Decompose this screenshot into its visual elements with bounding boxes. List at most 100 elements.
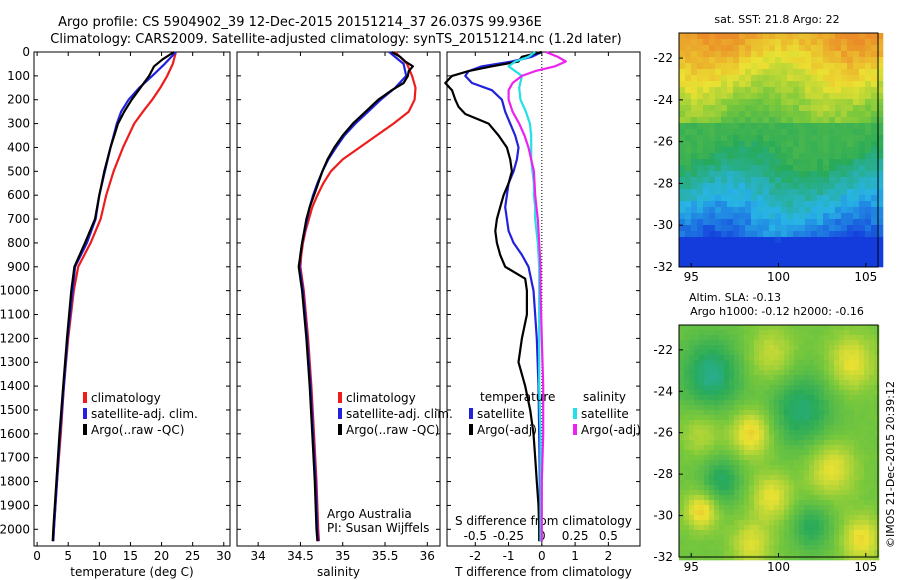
sla_map-cell	[764, 395, 770, 401]
sla_map-cell	[709, 445, 715, 451]
sst_map-cell	[811, 117, 818, 124]
sst_map-cell	[871, 39, 878, 46]
sla_map-cell	[834, 340, 840, 346]
sst_map-cell	[763, 195, 770, 202]
sla_map-cell	[714, 390, 720, 396]
sst_map-cell	[841, 45, 848, 52]
sst_map-cell	[781, 249, 788, 256]
sst_map-cell	[817, 159, 824, 166]
sla_map-cell	[679, 325, 685, 331]
sla_map-cell	[719, 545, 725, 551]
sst_map-cell	[823, 51, 830, 58]
sla_map-cell	[724, 400, 730, 406]
sst_map-cell	[829, 183, 836, 190]
sla_map-cell	[709, 360, 715, 366]
sla_map-cell	[874, 390, 880, 396]
sst_map-cell	[877, 81, 884, 88]
sla_map-cell	[814, 535, 820, 541]
sla_map-cell	[774, 555, 780, 561]
sla_map-cell	[809, 380, 815, 386]
sla_map-cell	[714, 405, 720, 411]
sst_map-cell	[733, 111, 740, 118]
sla_map-cell	[824, 550, 830, 556]
sla_map-cell	[704, 480, 710, 486]
sla_map-cell	[869, 425, 875, 431]
sla_map-cell	[794, 365, 800, 371]
sla_map-cell	[729, 535, 735, 541]
sla_map-cell	[854, 535, 860, 541]
sst_map-cell	[823, 141, 830, 148]
sla_map-cell	[834, 400, 840, 406]
sst_map-cell	[709, 243, 716, 250]
sla_map-cell	[829, 430, 835, 436]
sla_map-cell	[844, 460, 850, 466]
sst_map-cell	[805, 189, 812, 196]
sst_map-cell	[709, 69, 716, 76]
sst_map-cell	[853, 189, 860, 196]
sla_map-cell	[729, 550, 735, 556]
sla_map-cell	[824, 420, 830, 426]
sla_map-cell	[814, 410, 820, 416]
sla_map-cell	[789, 375, 795, 381]
sla_map-cell	[754, 535, 760, 541]
sst_map-cell	[859, 195, 866, 202]
sla_map-cell	[819, 495, 825, 501]
sla_map-cell	[789, 530, 795, 536]
sla_map-cell	[789, 385, 795, 391]
sla_map-cell	[839, 430, 845, 436]
sla_map-cell	[794, 495, 800, 501]
sst_map-cell	[751, 165, 758, 172]
sla_map-cell	[734, 425, 740, 431]
sst_map-cell	[685, 183, 692, 190]
sla_map-cell	[704, 435, 710, 441]
sla_map-cell	[724, 420, 730, 426]
sla-map-subtitle: Argo h1000: -0.12 h2000: -0.16	[690, 305, 864, 318]
sst_map-cell	[859, 243, 866, 250]
sst_map-cell	[739, 153, 746, 160]
sla_map-cell	[704, 550, 710, 556]
sla_map-cell	[769, 465, 775, 471]
sla_map-ytick-label: -30	[653, 509, 673, 523]
sst_map-cell	[739, 51, 746, 58]
sla_map-cell	[859, 340, 865, 346]
sla_map-cell	[844, 440, 850, 446]
sla_map-cell	[824, 400, 830, 406]
sla_map-cell	[754, 510, 760, 516]
sla_map-cell	[699, 390, 705, 396]
temperature-xlabel: temperature (deg C)	[70, 565, 193, 579]
sla_map-cell	[869, 440, 875, 446]
sla_map-cell	[764, 440, 770, 446]
sla_map-cell	[719, 415, 725, 421]
sst_map-cell	[859, 117, 866, 124]
sla_map-cell	[854, 350, 860, 356]
figure-title-line1: Argo profile: CS 5904902_39 12-Dec-2015 …	[58, 15, 542, 30]
sla_map-cell	[824, 485, 830, 491]
sst_map-cell	[709, 111, 716, 118]
sla_map-cell	[844, 330, 850, 336]
sst_map-cell	[751, 207, 758, 214]
temperature-ytick-label: 600	[7, 188, 30, 202]
sla_map-cell	[744, 540, 750, 546]
sst_map-cell	[823, 39, 830, 46]
sla_map-cell	[794, 510, 800, 516]
sla_map-cell	[864, 370, 870, 376]
sla_map-cell	[744, 435, 750, 441]
sst_map-cell	[853, 111, 860, 118]
sla_map-cell	[734, 515, 740, 521]
sst_map-cell	[721, 33, 728, 40]
sla_map-cell	[819, 420, 825, 426]
sst_map-cell	[709, 171, 716, 178]
sla_map-cell	[864, 380, 870, 386]
sst_map-cell	[823, 255, 830, 262]
sst_map-cell	[703, 153, 710, 160]
sla_map-cell	[684, 435, 690, 441]
sst_map-cell	[751, 123, 758, 130]
sla_map-cell	[679, 340, 685, 346]
sst_map-cell	[703, 141, 710, 148]
sla_map-cell	[689, 520, 695, 526]
sla_map-cell	[869, 420, 875, 426]
sla_map-cell	[709, 435, 715, 441]
sst_map-cell	[757, 57, 764, 64]
sla_map-cell	[839, 455, 845, 461]
